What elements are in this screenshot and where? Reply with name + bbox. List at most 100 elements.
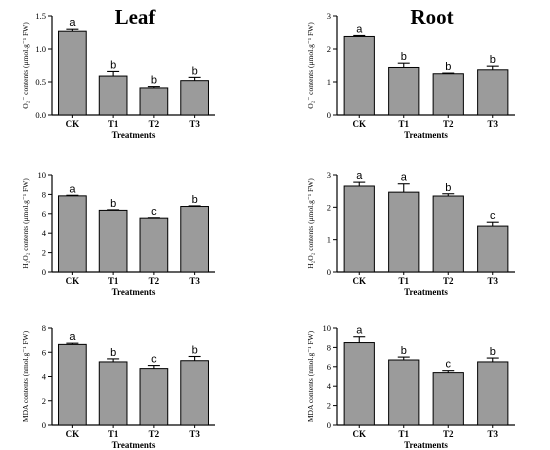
y-tick-label: 2 bbox=[327, 44, 331, 54]
significance-label: a bbox=[356, 23, 363, 35]
bar-CK bbox=[343, 342, 375, 426]
bar-CK bbox=[58, 195, 87, 273]
x-tick-label: T3 bbox=[189, 429, 200, 439]
x-tick-label: T2 bbox=[443, 429, 454, 439]
bar-T3 bbox=[477, 361, 509, 426]
x-tick-label: T3 bbox=[189, 276, 200, 286]
x-tick-label: T2 bbox=[443, 276, 454, 286]
x-axis-label: Treatments bbox=[404, 287, 448, 297]
y-tick-label: 4 bbox=[42, 228, 47, 238]
significance-label: a bbox=[356, 325, 363, 337]
bar-T3 bbox=[477, 225, 509, 273]
bar-T3 bbox=[477, 69, 509, 116]
significance-label: b bbox=[110, 59, 116, 71]
significance-label: a bbox=[356, 170, 363, 182]
x-tick-label: CK bbox=[66, 429, 80, 439]
y-axis-label: MDA contents (nmol.g⁻¹ FW) bbox=[21, 330, 30, 422]
x-axis-label: Treatments bbox=[112, 287, 156, 297]
x-tick-label: T2 bbox=[443, 119, 454, 129]
x-axis-label: Treatments bbox=[404, 440, 448, 450]
significance-label: b bbox=[445, 182, 451, 194]
y-tick-label: 0 bbox=[327, 420, 331, 430]
significance-label: b bbox=[490, 54, 496, 66]
x-tick-label: T3 bbox=[189, 119, 200, 129]
y-tick-label: 0.0 bbox=[35, 110, 46, 120]
x-axis-label: Treatments bbox=[112, 130, 156, 140]
y-tick-label: 3 bbox=[327, 11, 331, 21]
y-tick-label: 1.0 bbox=[35, 44, 46, 54]
significance-label: b bbox=[490, 346, 496, 358]
y-tick-label: 2 bbox=[327, 202, 331, 212]
significance-label: b bbox=[445, 61, 451, 73]
bar-T1 bbox=[388, 66, 420, 116]
significance-label: b bbox=[401, 51, 407, 63]
x-tick-label: T3 bbox=[487, 429, 498, 439]
y-tick-label: 10 bbox=[323, 323, 332, 333]
y-tick-label: 8 bbox=[327, 342, 331, 352]
y-tick-label: 4 bbox=[327, 381, 332, 391]
y-tick-label: 2 bbox=[42, 396, 46, 406]
significance-label: b bbox=[192, 65, 198, 77]
x-tick-label: T3 bbox=[487, 119, 498, 129]
significance-label: c bbox=[151, 206, 157, 218]
column-title-leaf: Leaf bbox=[115, 5, 157, 29]
y-tick-label: 3 bbox=[327, 170, 331, 180]
x-tick-label: T2 bbox=[149, 429, 160, 439]
y-tick-label: 0 bbox=[42, 420, 46, 430]
y-axis-label: H₂O₂ contents (μmol.g⁻¹ FW) bbox=[21, 178, 30, 269]
significance-label: a bbox=[401, 172, 408, 184]
y-tick-label: 0 bbox=[42, 267, 46, 277]
bar-T2 bbox=[432, 195, 464, 273]
bar-T3 bbox=[180, 80, 209, 116]
y-tick-label: 6 bbox=[42, 347, 46, 357]
y-tick-label: 2 bbox=[327, 401, 331, 411]
x-tick-label: T1 bbox=[108, 119, 119, 129]
significance-label: b bbox=[192, 344, 198, 356]
significance-label: b bbox=[110, 198, 116, 210]
x-tick-label: T1 bbox=[398, 276, 409, 286]
x-tick-label: T3 bbox=[487, 276, 498, 286]
y-tick-label: 8 bbox=[42, 323, 46, 333]
significance-label: b bbox=[110, 347, 116, 359]
bar-T3 bbox=[180, 206, 209, 273]
x-axis-label: Treatments bbox=[404, 130, 448, 140]
significance-label: a bbox=[69, 183, 76, 195]
y-axis-label: O₂⁻ contents (μmol.g⁻¹ FW) bbox=[306, 22, 315, 109]
x-tick-label: CK bbox=[353, 429, 367, 439]
y-tick-label: 8 bbox=[42, 189, 46, 199]
bar-T3 bbox=[180, 360, 209, 426]
bar-T1 bbox=[388, 359, 420, 426]
x-tick-label: T1 bbox=[108, 429, 119, 439]
significance-label: b bbox=[401, 345, 407, 357]
significance-label: a bbox=[69, 17, 76, 29]
x-tick-label: T2 bbox=[149, 276, 160, 286]
bar-CK bbox=[58, 343, 87, 426]
y-tick-label: 0 bbox=[327, 110, 331, 120]
x-tick-label: CK bbox=[66, 119, 80, 129]
bar-T1 bbox=[98, 209, 128, 273]
x-tick-label: T2 bbox=[149, 119, 160, 129]
x-tick-label: CK bbox=[353, 119, 367, 129]
y-tick-label: 10 bbox=[38, 170, 47, 180]
y-tick-label: 6 bbox=[42, 209, 46, 219]
bar-T2 bbox=[139, 87, 169, 116]
y-tick-label: 1 bbox=[327, 77, 331, 87]
bar-T1 bbox=[98, 75, 128, 116]
bar-T1 bbox=[388, 191, 420, 273]
significance-label: c bbox=[490, 210, 496, 222]
bar-CK bbox=[343, 35, 375, 116]
y-axis-label: H₂O₂ contents (μmol.g⁻¹ FW) bbox=[306, 178, 315, 269]
y-tick-label: 1 bbox=[327, 235, 331, 245]
significance-label: b bbox=[151, 75, 157, 87]
significance-label: c bbox=[151, 354, 157, 366]
x-tick-label: T1 bbox=[398, 429, 409, 439]
bar-CK bbox=[58, 30, 87, 116]
bar-T2 bbox=[139, 217, 169, 273]
significance-label: b bbox=[192, 194, 198, 206]
significance-label: c bbox=[446, 359, 452, 371]
chart-leaf-h2o2: 0 2 4 6 8 10 a CK b T1 c T2 b T3 Treatments H₂O₂ conten… bbox=[21, 170, 215, 297]
chart-leaf-o2: 0.0 0.5 1.0 1.5 a CK b T1 b T2 b T3 Treatments O₂⁻ co… bbox=[21, 11, 215, 140]
y-tick-label: 4 bbox=[42, 372, 47, 382]
bar-CK bbox=[343, 185, 375, 273]
